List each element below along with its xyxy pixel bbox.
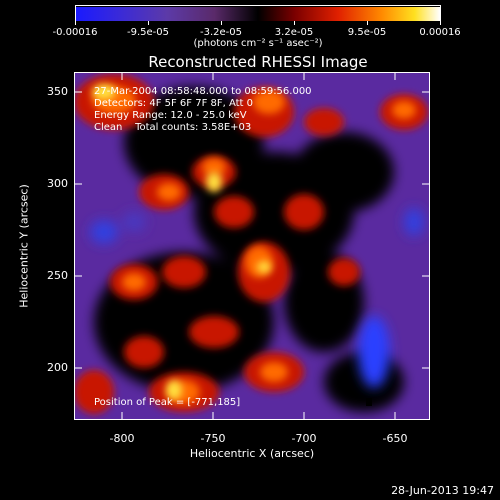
colorbar-tick-label: 9.5e-05 xyxy=(347,27,387,38)
info-time-range: 27-Mar-2004 08:58:48.000 to 08:59:56.000 xyxy=(94,86,312,97)
x-tick-label: -750 xyxy=(200,432,226,445)
rhessi-image-canvas xyxy=(74,72,430,420)
colorbar xyxy=(75,5,441,21)
colorbar-tick-label: -3.2e-05 xyxy=(200,27,242,38)
x-tick-label: -800 xyxy=(109,432,135,445)
colorbar-tick-mark xyxy=(294,21,295,25)
y-tick-label: 250 xyxy=(47,269,68,282)
axis-ticks xyxy=(74,72,430,420)
colorbar-tick-mark xyxy=(367,21,368,25)
y-axis-label: Heliocentric Y (arcsec) xyxy=(17,184,31,308)
colorbar-tick-label: -9.5e-05 xyxy=(127,27,169,38)
y-tick-label: 350 xyxy=(47,85,68,98)
emission-layer-yellow xyxy=(92,84,271,400)
colorbar-tick-mark xyxy=(221,21,222,25)
peak-position-label: Position of Peak = [-771,185] xyxy=(94,397,241,408)
rhessi-image xyxy=(74,72,430,420)
colorbar-tick-mark xyxy=(75,21,76,25)
info-energy-range: Energy Range: 12.0 - 25.0 keV xyxy=(94,110,247,121)
colorbar-tick-label: -0.00016 xyxy=(52,27,98,38)
plot-frame xyxy=(74,72,430,420)
colorbar-tick-label: 3.2e-05 xyxy=(274,27,314,38)
info-detectors: Detectors: 4F 5F 6F 7F 8F, Att 0 xyxy=(94,98,254,109)
plot-title: Reconstructed RHESSI Image xyxy=(148,53,368,71)
x-tick-label: -700 xyxy=(291,432,317,445)
colorbar-tick-mark xyxy=(440,21,441,25)
datestamp: 28-Jun-2013 19:47 xyxy=(391,484,494,497)
colorbar-units: (photons cm⁻² s⁻¹ asec⁻²) xyxy=(193,38,323,49)
emission-layer-blue xyxy=(90,208,424,388)
image-dark-pixel xyxy=(366,398,372,406)
colorbar-gradient xyxy=(76,7,440,21)
x-tick-label: -650 xyxy=(382,432,408,445)
info-clean-counts: Clean Total counts: 3.58E+03 xyxy=(94,122,252,133)
colorbar-tick-label: 0.00016 xyxy=(419,27,461,38)
y-tick-label: 200 xyxy=(47,361,68,374)
colorbar-tick-mark xyxy=(148,21,149,25)
x-axis-label: Heliocentric X (arcsec) xyxy=(189,447,315,460)
y-tick-label: 300 xyxy=(47,177,68,190)
